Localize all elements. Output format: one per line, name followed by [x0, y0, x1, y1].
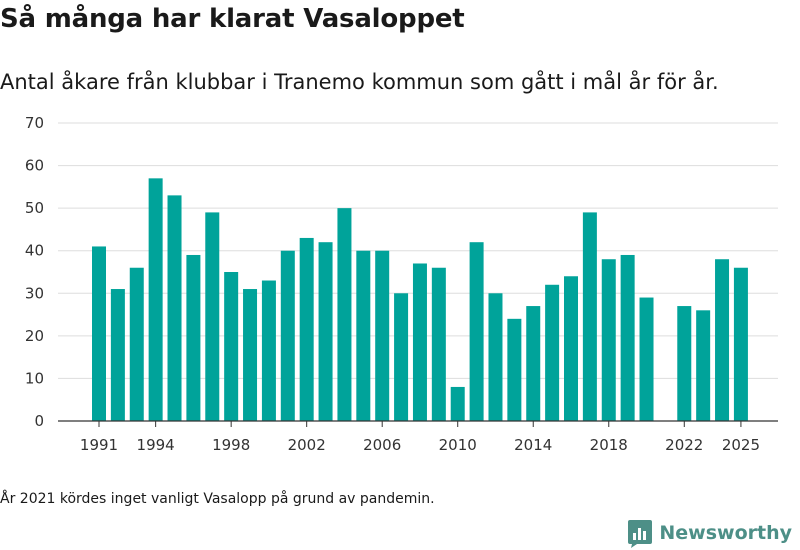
bar-2024: [715, 259, 730, 421]
bar-2025: [733, 267, 748, 421]
bar-1999: [243, 289, 258, 421]
bar-2007: [394, 293, 409, 421]
bar-2023: [696, 310, 711, 421]
bar-2015: [545, 284, 560, 421]
newsworthy-logo: Newsworthy: [627, 518, 792, 548]
x-tick-label: 2014: [514, 436, 552, 454]
bar-2009: [431, 267, 446, 421]
bar-2001: [280, 250, 295, 421]
bar-2003: [318, 242, 333, 421]
bar-2011: [469, 242, 484, 421]
bar-1995: [167, 195, 182, 421]
x-tick-label: 1991: [80, 436, 118, 454]
bar-2004: [337, 208, 352, 421]
y-tick-label: 70: [25, 114, 44, 132]
bar-2022: [677, 306, 692, 421]
bar-2000: [261, 280, 276, 421]
bar-1992: [110, 289, 125, 421]
bar-2018: [601, 259, 616, 421]
bars: [92, 178, 748, 421]
bar-1998: [224, 272, 239, 421]
x-tick-label: 2006: [363, 436, 401, 454]
x-tick-label: 1994: [137, 436, 175, 454]
bar-1993: [129, 267, 144, 421]
bar-2012: [488, 293, 503, 421]
bar-2008: [412, 263, 427, 421]
brand-name: Newsworthy: [659, 522, 792, 544]
y-tick-label: 0: [34, 412, 44, 430]
y-axis-ticks: 0 10 20 30 40 50 60 70: [25, 114, 44, 430]
y-tick-label: 60: [25, 157, 44, 175]
bar-2010: [450, 386, 465, 421]
y-tick-label: 50: [25, 199, 44, 217]
bar-2020: [639, 297, 654, 421]
bar-2013: [507, 318, 522, 421]
y-tick-label: 30: [25, 284, 44, 302]
x-tick-label: 2002: [288, 436, 326, 454]
bar-2014: [526, 306, 541, 421]
x-axis-ticks: 1991 1994 1998 2002 2006 2010 2014 2018 2022 2025: [80, 421, 760, 454]
bar-1991: [92, 246, 106, 421]
bar-2017: [582, 212, 597, 421]
bar-2005: [356, 250, 371, 421]
bar-1996: [186, 254, 201, 421]
bar-chart: 0 10 20 30 40 50 60 70 1991 1994 1998 2002 2006 2010…: [25, 114, 778, 454]
chart-subtitle: Antal åkare från klubbar i Tranemo kommu…: [0, 70, 719, 94]
bar-chart-doc-icon: [628, 520, 653, 548]
bar-2019: [620, 254, 635, 421]
bar-2016: [564, 276, 578, 421]
bar-1997: [205, 212, 220, 421]
y-tick-label: 20: [25, 327, 44, 345]
x-tick-label: 2018: [590, 436, 628, 454]
x-tick-label: 1998: [212, 436, 250, 454]
x-tick-label: 2022: [665, 436, 703, 454]
chart-title: Så många har klarat Vasaloppet: [0, 4, 465, 34]
bar-1994: [148, 178, 163, 421]
y-tick-label: 40: [25, 242, 44, 260]
x-tick-label: 2025: [722, 436, 760, 454]
bar-2006: [375, 250, 390, 421]
x-tick-label: 2010: [439, 436, 477, 454]
y-tick-label: 10: [25, 369, 44, 387]
bar-2002: [299, 237, 314, 421]
footnote: År 2021 kördes inget vanligt Vasalopp på…: [0, 491, 435, 507]
